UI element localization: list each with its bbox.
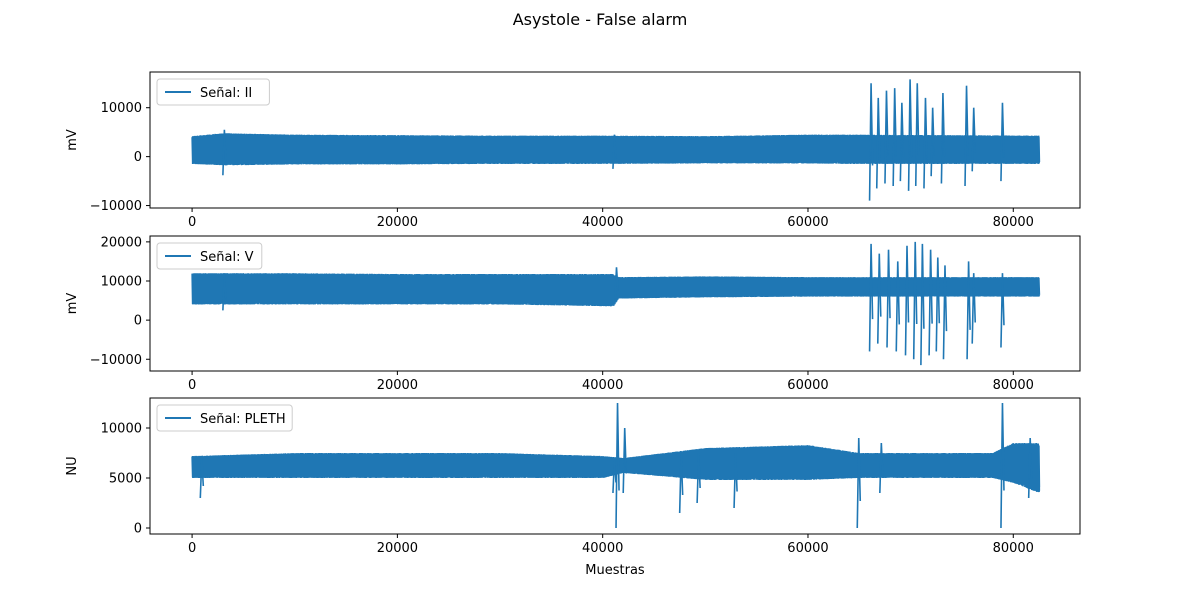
artifact-spike (1000, 273, 1005, 348)
x-tick-label: 80000 (993, 541, 1034, 556)
artifact-spike (622, 427, 628, 494)
artifact-spike (914, 83, 920, 187)
legend-label: Señal: PLETH (200, 412, 286, 427)
y-tick-label: 10000 (101, 101, 142, 116)
y-tick-label: 0 (134, 314, 142, 329)
artifact-spike (892, 88, 897, 187)
artifact-spike (868, 83, 874, 201)
x-tick-label: 60000 (787, 541, 828, 556)
signal-line-3 (191, 442, 1041, 493)
artifact-spike (907, 79, 913, 191)
artifact-spike (222, 273, 227, 311)
legend-2: Señal: V (156, 242, 263, 270)
x-tick-label: 0 (188, 378, 196, 393)
artifact-spike (912, 241, 918, 360)
artifact-spike (940, 93, 946, 184)
legend-box (156, 404, 293, 432)
x-tick-label: 40000 (582, 215, 623, 230)
artifact-spike (971, 107, 977, 172)
legend-box (156, 78, 270, 106)
artifact-spike (868, 243, 874, 352)
x-tick-label: 0 (188, 541, 196, 556)
artifact-spike (930, 107, 935, 177)
y-tick-label: 10000 (101, 275, 142, 290)
artifact-spike (876, 253, 882, 344)
artifact-spike (678, 452, 684, 514)
y-tick-label: −10000 (90, 353, 142, 368)
legend-label: Señal: V (200, 250, 254, 265)
axes-frame-2 (149, 235, 1081, 372)
x-axis-label: Muestras (585, 563, 645, 578)
y-axis-label-2: mV (65, 293, 80, 315)
artifact-spike (856, 437, 862, 529)
artifact-spike (964, 85, 969, 187)
y-axis-label-3: NU (65, 456, 80, 475)
x-tick-label: 0 (188, 215, 196, 230)
y-axis-label-1: mV (65, 129, 80, 151)
y-tick-label: 0 (134, 150, 142, 165)
x-tick-label: 80000 (993, 378, 1034, 393)
artifact-spike (923, 97, 928, 189)
subplot-2: 0 20000 40000 60000 80000 −10000 0 10000 20000 mV… (65, 235, 1081, 393)
artifact-spike (879, 442, 884, 494)
legend-3: Señal: PLETH (156, 404, 293, 432)
legend-1: Señal: II (156, 78, 270, 106)
artifact-spike (1000, 102, 1005, 182)
legend-box (156, 242, 263, 270)
axes-frame-3 (149, 397, 1081, 535)
artifact-spike (614, 267, 619, 301)
x-tick-label: 40000 (582, 378, 623, 393)
subplot-1: 0 20000 40000 60000 80000 −10000 0 10000 mV Señal… (65, 71, 1081, 230)
x-tick-label: 20000 (377, 378, 418, 393)
artifact-spike (612, 134, 617, 169)
x-tick-label: 60000 (787, 215, 828, 230)
artifact-spike (899, 102, 905, 182)
x-tick-label: 60000 (787, 378, 828, 393)
artifact-spike (928, 249, 933, 356)
artifact-spike (920, 243, 925, 366)
artifact-spike (895, 261, 901, 352)
artifact-spike (884, 90, 889, 184)
artifact-spike (904, 245, 910, 356)
subplot-3: 0 20000 40000 60000 80000 0 5000 10000 NU Muestra… (65, 397, 1081, 578)
x-tick-label: 20000 (377, 215, 418, 230)
artifact-spike (875, 97, 881, 189)
artifact-spike (1027, 437, 1033, 499)
x-tick-label: 40000 (582, 541, 623, 556)
artifact-spike (615, 402, 620, 529)
artifact-spike (222, 129, 227, 176)
artifact-spike (971, 273, 977, 344)
artifact-spike (612, 457, 617, 494)
artifact-spike (1000, 402, 1005, 529)
artifact-spike (886, 249, 891, 348)
x-tick-label: 20000 (377, 541, 418, 556)
figure-title: Asystole - False alarm (513, 10, 688, 29)
y-tick-label: 20000 (101, 235, 142, 250)
artifact-spike (696, 452, 701, 504)
artifact-spike (199, 457, 205, 499)
y-tick-label: −10000 (90, 199, 142, 214)
artifact-spike (966, 261, 971, 360)
legend-label: Señal: II (200, 86, 252, 101)
artifact-spike (935, 257, 941, 352)
y-tick-label: 5000 (109, 472, 142, 487)
y-tick-label: 10000 (101, 422, 142, 437)
axes-frame-1 (149, 71, 1081, 209)
artifact-spike (942, 265, 948, 360)
artifact-spike (733, 452, 738, 509)
x-tick-label: 80000 (993, 215, 1034, 230)
y-tick-label: 0 (134, 522, 142, 537)
